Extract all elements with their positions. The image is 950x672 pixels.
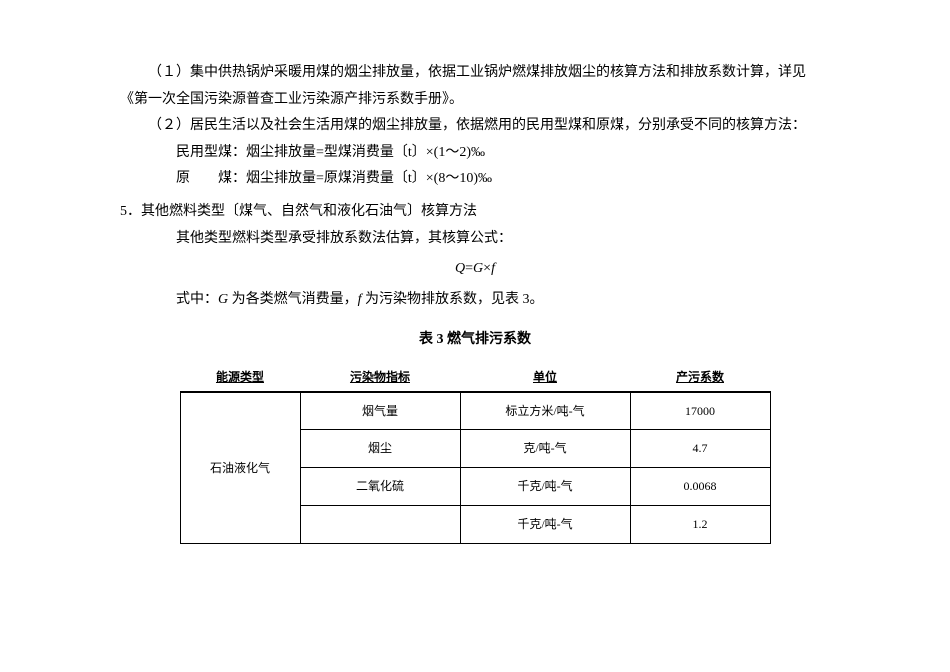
cell-coef: 1.2 <box>630 506 770 544</box>
formula-eq: = <box>465 261 473 276</box>
cell-pollutant: 烟尘 <box>300 430 460 468</box>
th-energy-type: 能源类型 <box>180 360 300 392</box>
formula-x: × <box>483 261 491 276</box>
table-caption: 表 3 燃气排污系数 <box>120 327 830 354</box>
th-pollutant: 污染物指标 <box>300 360 460 392</box>
th-coef: 产污系数 <box>630 360 770 392</box>
table-header-row: 能源类型 污染物指标 单位 产污系数 <box>180 360 770 392</box>
cell-unit: 千克/吨-气 <box>460 506 630 544</box>
table-row: 石油液化气 烟气量 标立方米/吨-气 17000 <box>180 392 770 430</box>
section-5-sub: 其他类型燃料类型承受排放系数法估算，其核算公式： <box>120 226 830 253</box>
exp-pre: 式中： <box>176 292 218 307</box>
cell-coef: 0.0068 <box>630 468 770 506</box>
exp-mid: 为各类燃气消费量， <box>228 292 358 307</box>
formula-Q: Q <box>455 261 465 276</box>
cell-pollutant: 二氧化硫 <box>300 468 460 506</box>
paragraph-1: （１）集中供热锅炉采暖用煤的烟尘排放量，依据工业锅炉燃煤排放烟尘的核算方法和排放… <box>120 60 830 113</box>
formula-line-1: 民用型煤：烟尘排放量=型煤消费量〔t〕×(1～2)‰ <box>120 140 830 167</box>
cell-unit: 克/吨-气 <box>460 430 630 468</box>
paragraph-2: （２）居民生活以及社会生活用煤的烟尘排放量，依据燃用的民用型煤和原煤，分别承受不… <box>120 113 830 140</box>
cell-pollutant <box>300 506 460 544</box>
exp-G: G <box>218 292 228 307</box>
cell-unit: 千克/吨-气 <box>460 468 630 506</box>
formula-f: f <box>491 261 495 276</box>
formula: Q=G×f <box>120 256 830 283</box>
section-5-heading: 5．其他燃料类型〔煤气、自然气和液化石油气〕核算方法 <box>120 199 830 226</box>
cell-unit: 标立方米/吨-气 <box>460 392 630 430</box>
cell-coef: 4.7 <box>630 430 770 468</box>
cell-fuel: 石油液化气 <box>180 392 300 544</box>
cell-coef: 17000 <box>630 392 770 430</box>
cell-pollutant: 烟气量 <box>300 392 460 430</box>
emission-table: 能源类型 污染物指标 单位 产污系数 石油液化气 烟气量 标立方米/吨-气 17… <box>180 360 771 544</box>
document-page: （１）集中供热锅炉采暖用煤的烟尘排放量，依据工业锅炉燃煤排放烟尘的核算方法和排放… <box>0 0 950 544</box>
formula-explain: 式中：G 为各类燃气消费量，f 为污染物排放系数，见表 3。 <box>120 287 830 314</box>
exp-post: 为污染物排放系数，见表 3。 <box>362 292 544 307</box>
th-unit: 单位 <box>460 360 630 392</box>
formula-line-2: 原 煤：烟尘排放量=原煤消费量〔t〕×(8～10)‰ <box>120 166 830 193</box>
formula-G: G <box>473 261 483 276</box>
